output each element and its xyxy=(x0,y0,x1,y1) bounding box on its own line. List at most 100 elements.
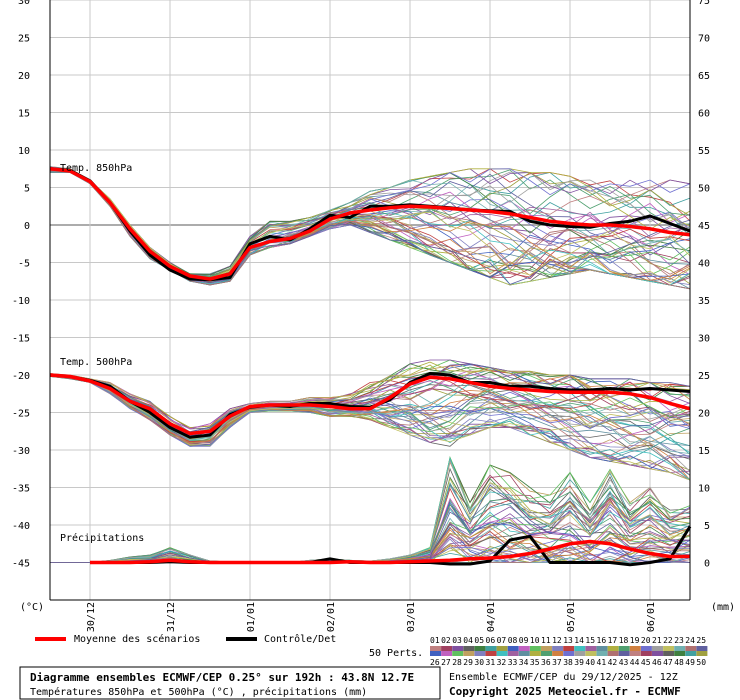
pert-number: 33 xyxy=(508,658,518,667)
y-tick-label-left: 0 xyxy=(24,221,30,232)
pert-swatch xyxy=(507,651,519,656)
mean-line xyxy=(49,373,691,436)
member-line-precip xyxy=(50,459,691,563)
pert-swatch xyxy=(452,646,464,651)
pert-swatch xyxy=(652,651,663,656)
legend-perts-label: 50 Perts. xyxy=(369,648,423,659)
y-tick-label-left: 10 xyxy=(18,146,30,157)
y-unit-left: (°C) xyxy=(20,602,44,613)
pert-swatch xyxy=(463,651,475,656)
pert-number: 42 xyxy=(608,658,618,667)
pert-swatch xyxy=(541,646,552,651)
y-tick-label-left: -30 xyxy=(12,446,30,457)
y-tick-label-right: 35 xyxy=(698,296,710,307)
pert-number: 47 xyxy=(663,658,673,667)
pert-swatch xyxy=(663,651,675,656)
member-line-500 xyxy=(49,374,691,447)
pert-swatch xyxy=(674,646,686,651)
member-line-500 xyxy=(49,374,691,444)
panel-label-500: Temp. 500hPa xyxy=(60,357,132,368)
pert-number: 27 xyxy=(441,658,451,667)
y-tick-label-right: 15 xyxy=(698,446,710,457)
mean-line xyxy=(49,167,691,281)
pert-number: 25 xyxy=(696,636,706,645)
pert-swatch xyxy=(474,646,486,651)
pert-swatch xyxy=(474,651,486,656)
pert-number: 13 xyxy=(563,636,573,645)
pert-swatch xyxy=(552,646,564,651)
y-tick-label-right: 65 xyxy=(698,71,710,82)
pert-swatch xyxy=(585,651,597,656)
pert-swatch xyxy=(607,646,619,651)
y-tick-label-right: 0 xyxy=(704,559,710,570)
pert-swatch xyxy=(618,646,630,651)
pert-number: 02 xyxy=(441,636,451,645)
x-tick-label: 03/01 xyxy=(406,602,417,632)
pert-number: 10 xyxy=(530,636,540,645)
pert-swatch xyxy=(529,651,541,656)
y-tick-label-right: 55 xyxy=(698,146,710,157)
pert-number: 37 xyxy=(552,658,562,667)
y-tick-label-left: -45 xyxy=(12,559,30,570)
pert-number: 08 xyxy=(508,636,518,645)
pert-swatch xyxy=(629,651,641,656)
member-line-850 xyxy=(49,170,691,290)
pert-swatch xyxy=(463,646,475,651)
pert-number: 11 xyxy=(541,636,551,645)
pert-number: 01 xyxy=(430,636,440,645)
legend-control-label: Contrôle/Det xyxy=(264,633,336,645)
pert-number: 21 xyxy=(652,636,662,645)
pert-number: 34 xyxy=(519,658,529,667)
y-tick-label-right: 30 xyxy=(698,334,710,345)
pert-number: 44 xyxy=(630,658,640,667)
member-line-precip xyxy=(50,487,691,563)
pert-number: 12 xyxy=(552,636,562,645)
pert-number: 20 xyxy=(641,636,651,645)
main-series xyxy=(49,167,692,567)
pert-number: 38 xyxy=(563,658,573,667)
pert-swatch xyxy=(452,651,464,656)
pert-swatch xyxy=(485,651,497,656)
member-line-500 xyxy=(49,361,691,428)
pert-number: 41 xyxy=(597,658,607,667)
pert-swatch xyxy=(674,651,686,656)
pert-number: 49 xyxy=(685,658,695,667)
y-unit-right: (mm) xyxy=(711,602,735,613)
y-tick-label-right: 75 xyxy=(698,0,710,7)
y-tick-label-left: -5 xyxy=(18,259,30,270)
pert-swatch xyxy=(685,651,697,656)
mean-line xyxy=(90,539,690,565)
pert-number: 22 xyxy=(663,636,673,645)
pert-number: 05 xyxy=(474,636,484,645)
pert-number: 35 xyxy=(530,658,540,667)
member-line-500 xyxy=(49,365,691,433)
pert-swatch xyxy=(696,646,708,651)
x-tick-label: 05/01 xyxy=(566,602,577,632)
pert-swatch xyxy=(618,651,630,656)
y-tick-label-right: 40 xyxy=(698,259,710,270)
pert-swatch xyxy=(430,651,441,656)
y-tick-label-right: 60 xyxy=(698,109,710,120)
y-tick-label-left: 25 xyxy=(18,34,30,45)
x-tick-label: 31/12 xyxy=(166,602,177,632)
grid xyxy=(50,0,690,600)
chart-subtitle: Températures 850hPa et 500hPa (°C) , pré… xyxy=(30,686,367,698)
member-line-500 xyxy=(49,375,691,443)
pert-number: 36 xyxy=(541,658,551,667)
legend-perturbations: 01 26 02 27 03 28 04 29 05 30 06 31 07 32 08 33 09 34 10 35… xyxy=(430,636,708,667)
pert-swatch xyxy=(696,651,708,656)
y-tick-label-right: 45 xyxy=(698,221,710,232)
pert-number: 04 xyxy=(463,636,473,645)
pert-number: 03 xyxy=(452,636,462,645)
pert-number: 45 xyxy=(641,658,651,667)
member-line-850 xyxy=(49,167,691,279)
pert-swatch xyxy=(585,646,597,651)
y-tick-label-right: 50 xyxy=(698,184,710,195)
x-tick-label: 02/01 xyxy=(326,602,337,632)
x-tick-label: 06/01 xyxy=(646,602,657,632)
pert-number: 18 xyxy=(619,636,629,645)
pert-swatch xyxy=(552,651,564,656)
pert-swatch xyxy=(596,646,608,651)
pert-swatch xyxy=(629,646,641,651)
